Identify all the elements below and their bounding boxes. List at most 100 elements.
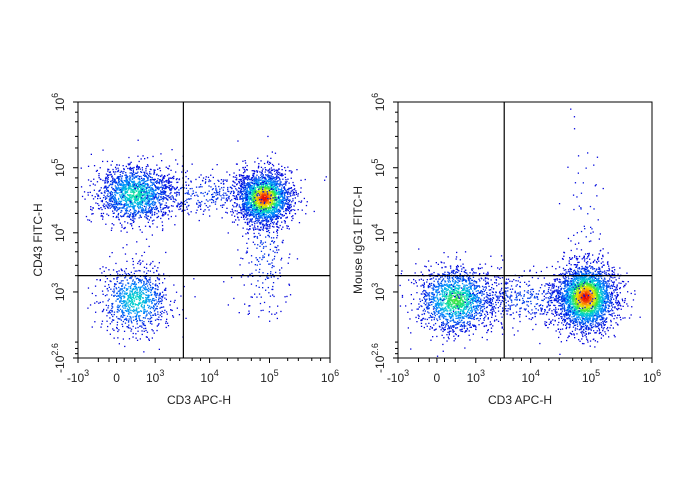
data-point (103, 194, 105, 196)
data-point (87, 191, 89, 194)
data-point (141, 187, 143, 189)
data-point (278, 191, 280, 193)
data-point (163, 184, 166, 186)
data-point (166, 206, 168, 208)
data-point (120, 299, 122, 301)
data-point (165, 194, 167, 196)
data-point (276, 173, 278, 175)
data-point (244, 194, 246, 197)
data-point (135, 175, 137, 178)
data-point (264, 208, 266, 210)
data-point (227, 190, 229, 192)
data-point (101, 199, 104, 202)
data-point (148, 210, 150, 213)
data-point (115, 206, 117, 208)
data-point (268, 202, 271, 204)
data-point (120, 197, 123, 200)
data-point (164, 309, 166, 311)
data-point (125, 188, 127, 191)
data-point (149, 313, 151, 315)
data-point (156, 294, 158, 296)
data-point (244, 201, 246, 203)
data-point (132, 180, 134, 183)
data-point (125, 165, 127, 168)
data-point (145, 187, 148, 189)
data-point (158, 195, 160, 197)
data-point (271, 177, 273, 179)
data-point (195, 186, 198, 188)
data-point (187, 178, 190, 180)
data-point (159, 307, 161, 309)
data-point (276, 230, 278, 232)
data-point (136, 294, 138, 296)
data-point (131, 191, 133, 193)
data-point (140, 195, 142, 198)
data-point (272, 198, 274, 200)
data-point (258, 193, 260, 195)
data-point (257, 226, 259, 228)
data-point (136, 212, 138, 215)
data-point (270, 169, 273, 171)
data-point (176, 181, 178, 184)
data-point (112, 269, 115, 271)
data-point (264, 207, 266, 209)
data-point (263, 181, 265, 183)
data-point (110, 204, 113, 206)
data-point (251, 188, 253, 190)
data-point (120, 296, 122, 298)
data-point (142, 285, 144, 287)
data-point (158, 323, 160, 325)
data-point (175, 159, 177, 161)
data-point (155, 280, 157, 282)
data-point (108, 195, 110, 198)
data-point (139, 286, 141, 288)
data-point (143, 197, 146, 199)
data-point (140, 188, 142, 190)
data-point (287, 201, 289, 204)
data-point (270, 216, 272, 218)
data-point (134, 191, 136, 193)
data-point (140, 291, 142, 294)
data-point (160, 302, 163, 305)
data-point (125, 303, 127, 305)
data-point (296, 193, 298, 195)
data-point (252, 241, 254, 243)
data-point (258, 165, 260, 167)
data-point (148, 290, 150, 292)
data-point (120, 316, 122, 318)
data-point (190, 181, 192, 183)
data-point (267, 160, 269, 162)
data-point (249, 184, 251, 186)
data-point (264, 219, 267, 221)
data-point (117, 187, 119, 189)
data-point (256, 195, 258, 197)
data-point (137, 199, 139, 201)
data-point (279, 183, 281, 185)
data-point (107, 174, 109, 176)
data-point (152, 267, 154, 269)
data-point (263, 201, 265, 203)
data-point (107, 214, 110, 217)
data-point (276, 174, 278, 176)
data-point (143, 171, 146, 174)
data-point (262, 185, 264, 187)
data-point (281, 201, 283, 203)
data-point (282, 197, 284, 199)
data-point (269, 185, 271, 188)
data-point (145, 275, 147, 277)
data-point (255, 199, 257, 201)
data-point (161, 160, 163, 162)
data-point (252, 204, 254, 206)
data-point (161, 182, 163, 184)
data-point (165, 207, 167, 209)
data-point (259, 193, 261, 195)
data-point (133, 319, 135, 321)
data-point (144, 193, 146, 195)
data-point (95, 295, 97, 297)
data-point (256, 183, 259, 185)
data-point (247, 194, 249, 197)
data-point (297, 193, 299, 195)
data-point (164, 193, 166, 195)
data-point (260, 195, 262, 197)
data-point (153, 172, 156, 174)
